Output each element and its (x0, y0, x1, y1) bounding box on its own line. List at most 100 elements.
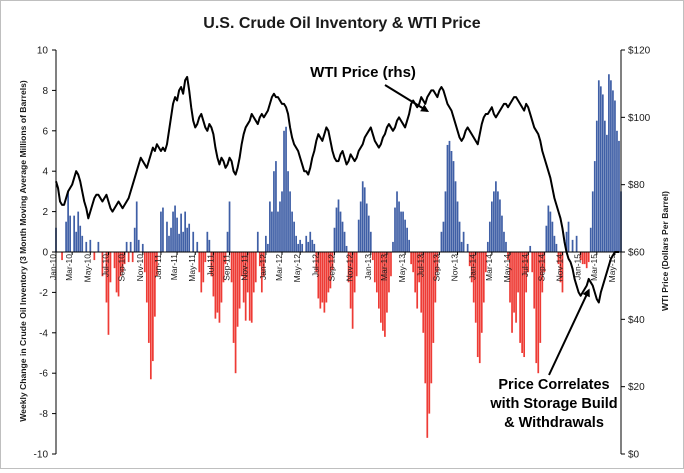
x-tick-label-Jul-14: Jul-14 (520, 254, 530, 277)
x-tick-label-Jan-14: Jan-14 (468, 254, 478, 280)
inventory-bar-19 (115, 252, 118, 293)
inventory-bar-37 (154, 252, 156, 317)
annotation-wti-arrow (384, 84, 430, 113)
y-tick-label--2: -2 (39, 288, 48, 299)
y-axis-label-text: Weekly Change in Crude Oil Inventory (3 … (18, 80, 28, 422)
inventory-bar-63 (214, 252, 217, 319)
inventory-bar-131 (353, 252, 356, 293)
inventory-bar-17 (109, 252, 112, 283)
inventory-bar-47 (178, 233, 180, 252)
inventory-bar-112 (315, 252, 318, 273)
inventory-bar-83 (254, 252, 257, 283)
x-tick-label-Sep-12: Sep-12 (326, 254, 336, 282)
inventory-bar-15 (105, 252, 108, 303)
inventory-bar-215 (527, 252, 530, 273)
x-tick-label-Jul-12: Jul-12 (310, 254, 320, 277)
x-tick-label-Sep-14: Sep-14 (536, 254, 546, 282)
inventory-bar-38 (156, 252, 158, 277)
inventory-bar-53 (192, 231, 195, 252)
inventory-bar-99 (287, 171, 289, 252)
inventory-bar-66 (220, 252, 223, 303)
inventory-bar-256 (618, 140, 620, 252)
inventory-bar-255 (616, 130, 618, 252)
inventory-bar-51 (186, 227, 189, 252)
y2-tick-label-40: $40 (628, 315, 645, 326)
x-tick-label-Jan-13: Jan-13 (363, 254, 373, 280)
x-tick-label-Jan-15: Jan-15 (573, 254, 583, 280)
inventory-bar-145 (382, 252, 384, 331)
inventory-bar-216 (529, 245, 532, 252)
x-tick-label-Mar-14: Mar-14 (484, 254, 494, 281)
inventory-bar-226 (549, 211, 552, 252)
inventory-bar-252 (610, 80, 612, 252)
inventory-bars (55, 74, 622, 438)
inventory-bar-95 (279, 201, 281, 252)
inventory-bar-206 (509, 252, 511, 303)
inventory-bar-207 (511, 252, 513, 333)
inventory-bar-186 (468, 252, 471, 267)
inventory-bar-197 (491, 201, 493, 252)
annotation-corr-line-3: & Withdrawals (504, 415, 604, 431)
y-tick-label--10: -10 (34, 450, 49, 461)
inventory-bar-230 (557, 252, 560, 265)
annotation-wti-price: WTI Price (rhs) (310, 64, 430, 113)
inventory-bar-60 (208, 239, 211, 252)
y2-tick-label-100: $100 (628, 113, 651, 124)
inventory-bar-48 (180, 213, 182, 252)
inventory-bar-7 (77, 211, 80, 252)
inventory-bar-178 (450, 151, 453, 252)
chart-title: U.S. Crude Oil Inventory & WTI Price (203, 15, 480, 32)
inventory-bar-31 (141, 243, 144, 252)
inventory-bar-98 (285, 126, 287, 252)
inventory-bar-203 (503, 231, 505, 252)
inventory-bar-180 (454, 181, 457, 252)
inventory-bar-16 (107, 252, 110, 335)
inventory-bar-4 (69, 215, 71, 252)
inventory-bar-26 (129, 241, 132, 252)
inventory-bar-122 (335, 207, 338, 252)
inventory-bar-1 (61, 252, 63, 261)
inventory-bar-167 (426, 252, 429, 438)
x-tick-label-Nov-14: Nov-14 (554, 254, 564, 282)
inventory-bar-143 (378, 252, 380, 309)
inventory-bar-77 (242, 252, 245, 303)
inventory-bar-239 (583, 252, 586, 265)
inventory-bar-208 (513, 252, 515, 313)
inventory-bar-81 (250, 252, 253, 323)
inventory-bar-141 (373, 252, 376, 283)
inventory-bar-204 (505, 241, 507, 252)
inventory-bar-242 (589, 227, 592, 252)
inventory-bar-190 (476, 252, 479, 358)
inventory-bar-176 (446, 144, 449, 252)
inventory-bar-28 (133, 227, 136, 252)
inventory-bar-89 (267, 243, 269, 252)
inventory-bar-253 (612, 90, 614, 253)
inventory-bar-32 (143, 252, 146, 273)
inventory-bar-121 (333, 227, 336, 252)
inventory-bar-222 (541, 252, 544, 293)
inventory-bar-25 (127, 252, 130, 263)
inventory-bar-11 (89, 239, 92, 252)
inventory-bar-170 (432, 252, 435, 343)
inventory-bar-243 (591, 191, 594, 252)
inventory-bar-18 (113, 252, 116, 269)
inventory-bar-211 (519, 252, 521, 343)
inventory-bar-209 (515, 252, 517, 323)
inventory-bar-247 (599, 86, 602, 252)
inventory-bar-223 (543, 252, 546, 273)
inventory-bar-166 (424, 252, 427, 384)
inventory-bar-72 (232, 252, 235, 343)
inventory-bar-241 (587, 252, 590, 263)
inventory-bar-169 (430, 252, 433, 384)
inventory-bar-10 (85, 241, 88, 252)
inventory-bar-24 (125, 241, 128, 252)
inventory-bar-34 (147, 252, 150, 343)
inventory-bar-187 (470, 252, 473, 283)
inventory-bar-85 (258, 252, 261, 267)
y2-axis-label-text: WTI Price (Dollars Per Barrel) (660, 191, 670, 311)
inventory-bar-127 (345, 245, 348, 252)
x-tick-label-Sep-11: Sep-11 (222, 254, 232, 281)
inventory-bar-64 (216, 252, 219, 313)
y-tick-label-4: 4 (42, 167, 48, 178)
